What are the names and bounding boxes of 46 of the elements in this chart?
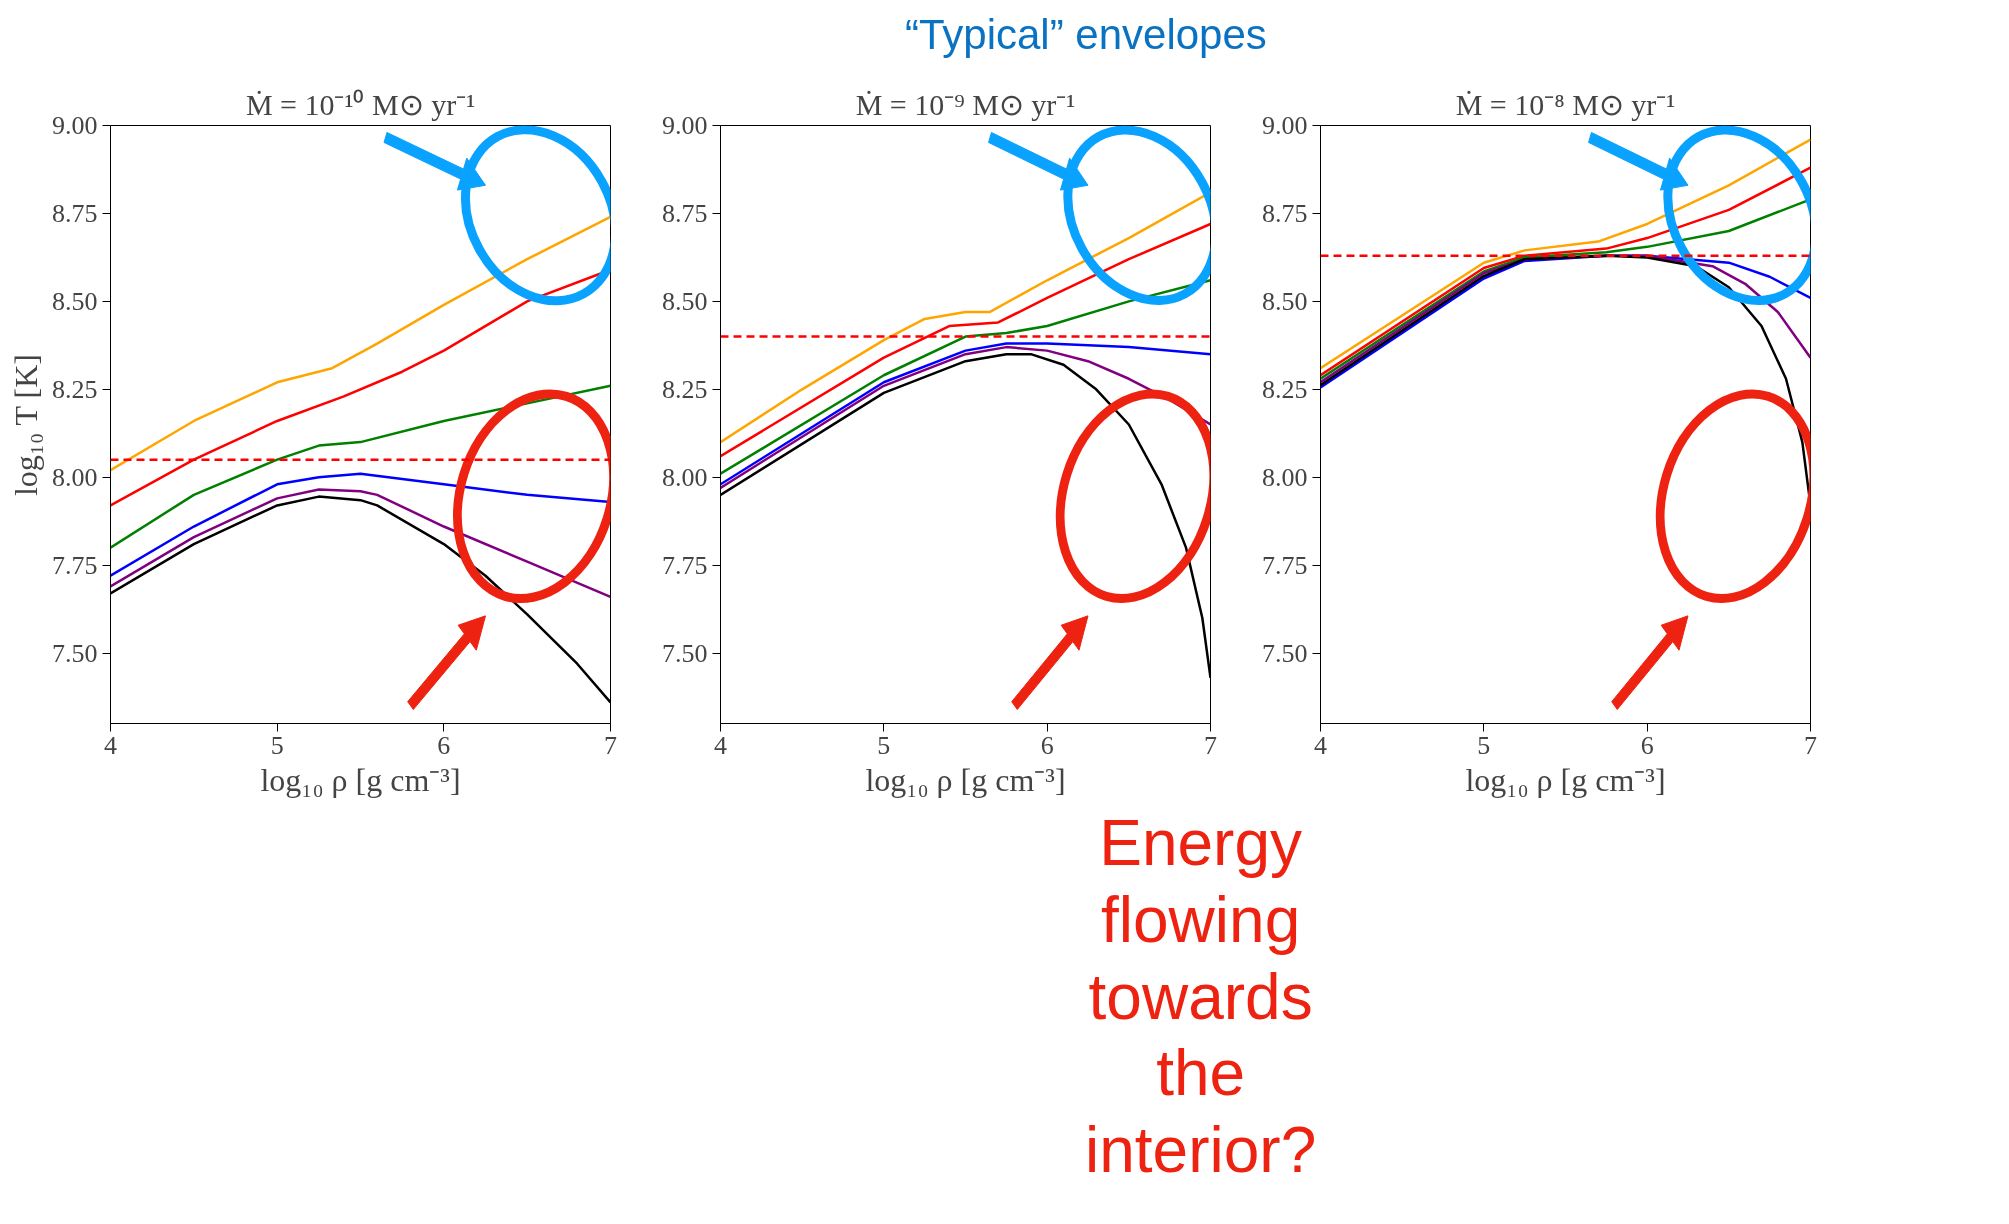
line-series: [720, 279, 1211, 475]
x-tick-label: 6: [1040, 730, 1054, 760]
y-tick-label: 7.75: [662, 550, 708, 580]
x-tick-label: 5: [877, 730, 891, 760]
x-tick-label: 6: [1640, 730, 1654, 760]
line-series: [110, 488, 611, 599]
text: “Typical” envelopes: [905, 10, 1267, 60]
x-tick-label: 7: [604, 730, 617, 760]
y-tick-label: 8.00: [52, 462, 98, 492]
chart-title: Ṁ = 10⁻⁸ M⊙ yr⁻¹: [1455, 87, 1676, 121]
y-tick-label: 8.50: [1262, 286, 1308, 316]
y-tick-label: 8.25: [52, 374, 98, 404]
y-tick-label: 9.00: [662, 111, 708, 140]
line-series: [720, 222, 1211, 458]
chart-title: Ṁ = 10⁻⁹ M⊙ yr⁻¹: [855, 87, 1076, 121]
x-axis-title: log₁₀ ρ [g cm⁻³]: [865, 761, 1066, 798]
text: Energy flowing towards the interior?: [1085, 806, 1317, 1189]
x-tick-label: 7: [1804, 730, 1817, 760]
x-tick-label: 4: [104, 730, 117, 760]
y-tick-label: 7.50: [662, 638, 708, 668]
line-series: [110, 215, 611, 472]
chart-title: Ṁ = 10⁻¹⁰ M⊙ yr⁻¹: [245, 87, 476, 121]
y-tick-label: 9.00: [1262, 111, 1308, 140]
y-tick-label: 7.50: [1262, 638, 1308, 668]
x-axis-title: log₁₀ ρ [g cm⁻³]: [1465, 761, 1666, 798]
y-tick-label: 8.75: [52, 198, 98, 228]
x-tick-label: 4: [714, 730, 727, 760]
y-tick-label: 8.00: [662, 462, 708, 492]
x-tick-label: 5: [1477, 730, 1491, 760]
x-tick-label: 4: [1314, 730, 1327, 760]
x-tick-label: 6: [437, 730, 451, 760]
y-tick-label: 8.75: [662, 198, 708, 228]
x-axis-title: log₁₀ ρ [g cm⁻³]: [260, 761, 461, 798]
y-tick-label: 8.25: [662, 374, 708, 404]
y-tick-label: 8.50: [52, 286, 98, 316]
y-axis-title: log₁₀ T [K]: [8, 354, 44, 497]
y-tick-label: 8.25: [1262, 374, 1308, 404]
y-tick-label: 9.00: [52, 111, 98, 140]
y-tick-label: 8.50: [662, 286, 708, 316]
x-tick-label: 7: [1204, 730, 1217, 760]
y-tick-label: 7.75: [52, 550, 98, 580]
y-tick-label: 7.50: [52, 638, 98, 668]
y-tick-label: 8.75: [1262, 198, 1308, 228]
y-tick-label: 8.00: [1262, 462, 1308, 492]
x-tick-label: 5: [270, 730, 284, 760]
y-tick-label: 7.75: [1262, 550, 1308, 580]
